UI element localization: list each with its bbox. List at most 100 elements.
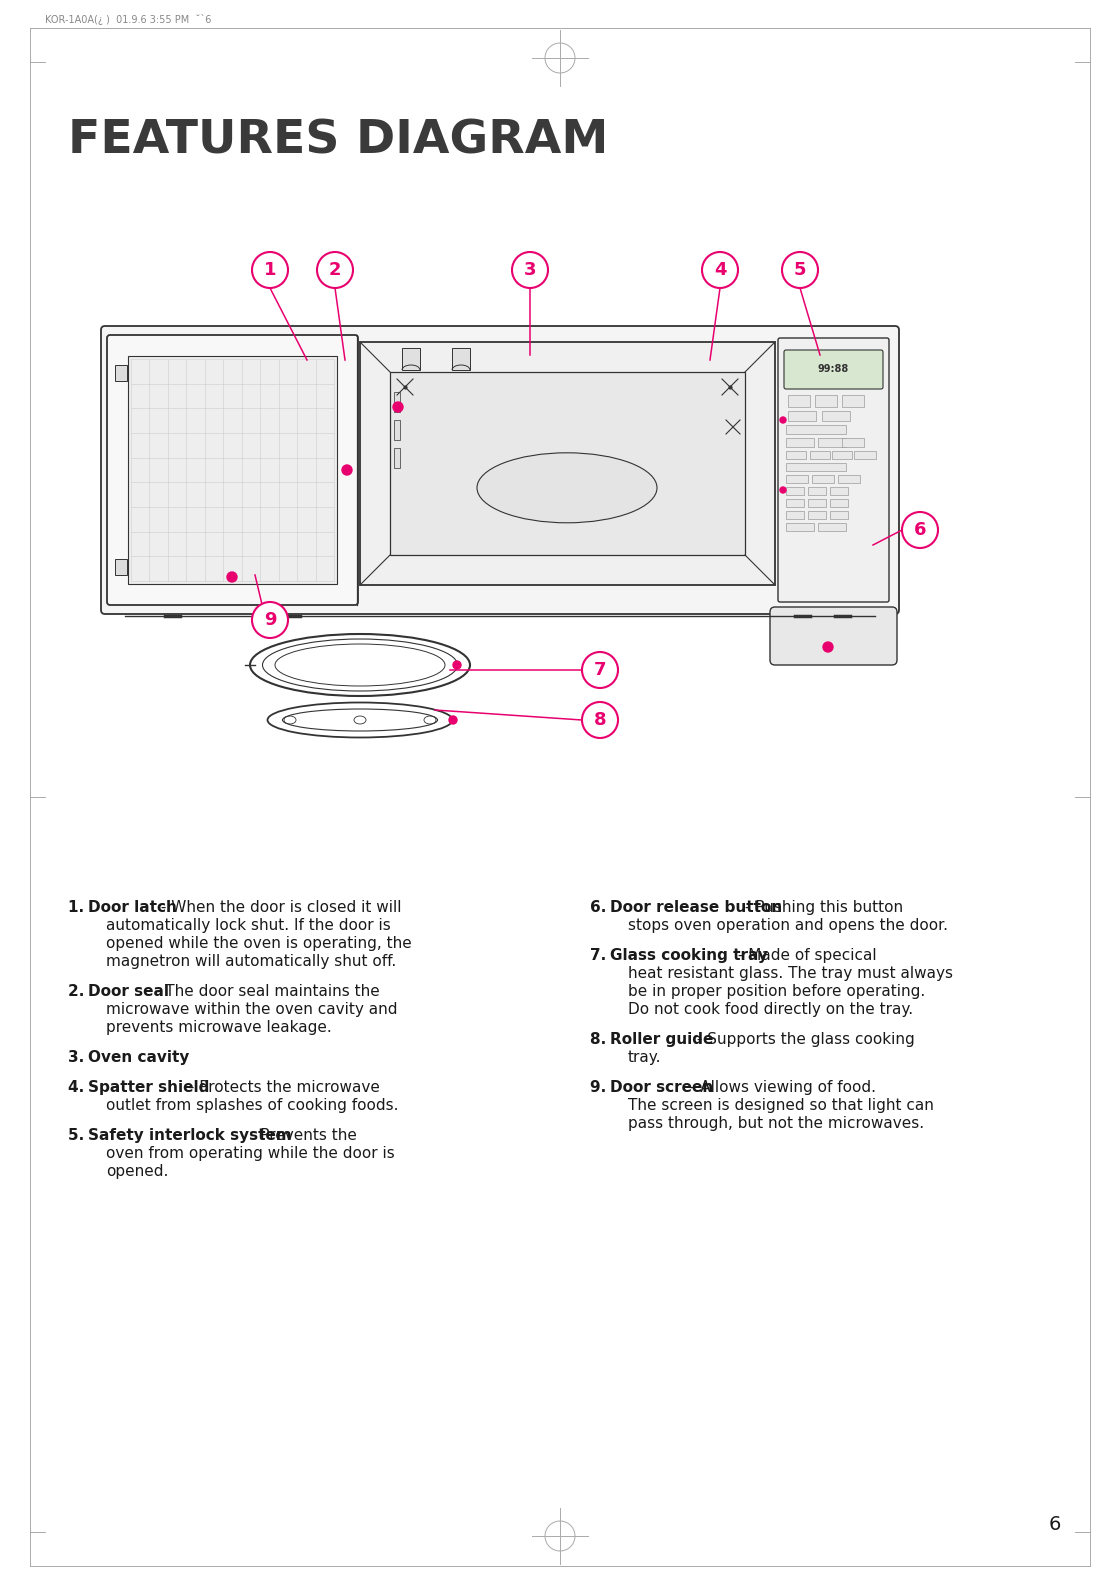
Bar [390,371,745,555]
Bar [818,523,846,531]
Bar [838,475,860,483]
Text: Roller guide: Roller guide [610,1031,713,1047]
Bar [830,488,848,496]
Text: 4: 4 [713,261,726,279]
Circle shape [780,488,786,493]
Text: Spatter shield: Spatter shield [88,1081,209,1095]
Bar [115,559,127,575]
Bar [818,438,846,446]
Text: 4.: 4. [68,1081,90,1095]
Text: be in proper position before operating.: be in proper position before operating. [628,983,925,999]
Bar [786,451,806,459]
Circle shape [317,252,353,289]
Text: Glass cooking tray: Glass cooking tray [610,948,768,963]
Circle shape [512,252,548,289]
Text: heat resistant glass. The tray must always: heat resistant glass. The tray must alwa… [628,966,953,980]
Text: opened while the oven is operating, the: opened while the oven is operating, the [106,936,412,952]
Circle shape [452,662,461,669]
Text: 7.: 7. [590,948,612,963]
Text: 5: 5 [794,261,806,279]
Text: Oven cavity: Oven cavity [88,1050,189,1065]
Bar [452,347,470,370]
Bar [786,475,808,483]
Text: - The door seal maintains the: - The door seal maintains the [150,983,380,999]
Bar [808,512,825,520]
Bar [788,411,816,421]
Circle shape [782,252,818,289]
Bar [812,475,834,483]
Text: - Prevents the: - Prevents the [245,1129,356,1143]
FancyBboxPatch shape [771,607,897,665]
Text: 99:88: 99:88 [818,363,849,375]
Text: outlet from splashes of cooking foods.: outlet from splashes of cooking foods. [106,1098,399,1113]
Bar [394,419,400,440]
Bar [788,395,810,406]
Text: Door latch: Door latch [88,901,177,915]
Text: - Protects the microwave: - Protects the microwave [184,1081,380,1095]
Circle shape [342,465,352,475]
Text: The screen is designed so that light can: The screen is designed so that light can [628,1098,934,1113]
Bar [853,451,876,459]
Bar [360,343,775,585]
FancyBboxPatch shape [108,335,358,606]
Bar [786,462,846,470]
Bar [786,512,804,520]
Bar [822,411,850,421]
Bar [115,365,127,381]
Text: 3.: 3. [68,1050,90,1065]
Circle shape [227,572,237,582]
Circle shape [252,603,288,638]
FancyBboxPatch shape [784,351,883,389]
Circle shape [449,716,457,724]
Text: 7: 7 [594,662,606,679]
Circle shape [702,252,738,289]
Circle shape [902,512,939,548]
Text: opened.: opened. [106,1164,168,1180]
Text: 1: 1 [263,261,277,279]
Bar [808,499,825,507]
Text: FEATURES DIAGRAM: FEATURES DIAGRAM [68,118,608,163]
Bar [394,448,400,469]
Text: 2.: 2. [68,983,90,999]
Text: - Pushing this button: - Pushing this button [739,901,903,915]
Text: 3: 3 [524,261,536,279]
Text: Door seal: Door seal [88,983,169,999]
FancyBboxPatch shape [778,338,889,603]
Text: 9: 9 [263,611,277,630]
Text: magnetron will automatically shut off.: magnetron will automatically shut off. [106,953,396,969]
Text: prevents microwave leakage.: prevents microwave leakage. [106,1020,332,1035]
Text: 6: 6 [1048,1514,1061,1533]
Text: Door screen: Door screen [610,1081,713,1095]
Circle shape [780,418,786,422]
Text: Safety interlock system: Safety interlock system [88,1129,292,1143]
Text: pass through, but not the microwaves.: pass through, but not the microwaves. [628,1116,924,1132]
Circle shape [823,642,833,652]
Ellipse shape [477,453,657,523]
Circle shape [252,252,288,289]
Bar [786,426,846,434]
Text: 8: 8 [594,711,606,728]
Text: 9.: 9. [590,1081,612,1095]
Text: - Allows viewing of food.: - Allows viewing of food. [685,1081,876,1095]
Bar [786,438,814,446]
Text: stops oven operation and opens the door.: stops oven operation and opens the door. [628,918,948,932]
Bar [402,347,420,370]
Circle shape [393,402,403,411]
Text: automatically lock shut. If the door is: automatically lock shut. If the door is [106,918,391,932]
Text: 6: 6 [914,521,926,539]
Bar [830,499,848,507]
Bar [786,488,804,496]
Bar [842,395,864,406]
Text: - Made of specical: - Made of specical [732,948,877,963]
Bar [832,451,852,459]
Text: - When the door is closed it will: - When the door is closed it will [157,901,402,915]
Bar [808,488,825,496]
Text: 6.: 6. [590,901,612,915]
Text: - Supports the glass cooking: - Supports the glass cooking [692,1031,915,1047]
Bar [394,392,400,411]
Text: oven from operating while the door is: oven from operating while the door is [106,1146,394,1160]
Text: KOR-1A0A(¿ )  01.9.6 3:55 PM  ˘`6: KOR-1A0A(¿ ) 01.9.6 3:55 PM ˘`6 [45,14,212,26]
Text: 1.: 1. [68,901,90,915]
Bar [830,512,848,520]
Circle shape [582,652,618,689]
